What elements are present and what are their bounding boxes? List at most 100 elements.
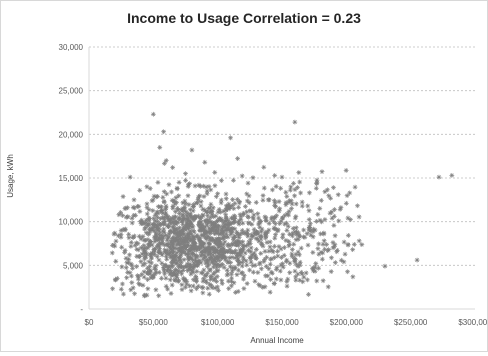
data-point bbox=[145, 202, 150, 207]
data-point bbox=[298, 191, 303, 196]
data-point bbox=[199, 270, 204, 275]
data-point bbox=[268, 262, 273, 267]
data-point bbox=[113, 259, 118, 264]
data-point bbox=[211, 221, 216, 226]
data-point bbox=[147, 230, 152, 235]
data-point bbox=[348, 217, 353, 222]
data-point bbox=[272, 236, 277, 241]
data-point bbox=[176, 279, 181, 284]
data-point bbox=[279, 278, 284, 283]
data-point bbox=[308, 233, 313, 238]
data-point bbox=[272, 198, 277, 203]
data-point bbox=[200, 290, 205, 295]
data-point bbox=[165, 242, 170, 247]
data-point bbox=[247, 193, 252, 198]
data-point bbox=[307, 208, 312, 213]
data-point bbox=[142, 275, 147, 280]
data-point bbox=[232, 201, 237, 206]
data-point bbox=[179, 269, 184, 274]
data-point bbox=[273, 232, 278, 237]
data-point bbox=[314, 279, 319, 284]
data-point bbox=[224, 192, 229, 197]
data-point bbox=[177, 258, 182, 263]
data-point bbox=[162, 200, 167, 205]
data-point bbox=[196, 245, 201, 250]
data-point bbox=[180, 219, 185, 224]
x-axis-label: Annual Income bbox=[250, 336, 304, 345]
data-point bbox=[347, 191, 352, 196]
data-point bbox=[277, 208, 282, 213]
data-point bbox=[274, 227, 279, 232]
data-point bbox=[174, 272, 179, 277]
data-point bbox=[262, 186, 267, 191]
data-point bbox=[237, 222, 242, 227]
data-point bbox=[173, 237, 178, 242]
data-point bbox=[241, 212, 246, 217]
data-point bbox=[119, 287, 124, 292]
data-point bbox=[141, 246, 146, 251]
data-point bbox=[350, 247, 355, 252]
data-point bbox=[280, 175, 285, 180]
data-point bbox=[319, 198, 324, 203]
data-point bbox=[285, 228, 290, 233]
data-point bbox=[230, 255, 235, 260]
data-point bbox=[268, 290, 273, 295]
data-point bbox=[155, 215, 160, 220]
data-point bbox=[246, 240, 251, 245]
data-point bbox=[112, 244, 117, 249]
data-point bbox=[112, 231, 117, 236]
data-point bbox=[316, 246, 321, 251]
data-point bbox=[136, 247, 141, 252]
data-point bbox=[249, 255, 254, 260]
data-point bbox=[328, 211, 333, 216]
data-point bbox=[254, 231, 259, 236]
data-point bbox=[202, 233, 207, 238]
data-point bbox=[318, 231, 323, 236]
data-point bbox=[121, 194, 126, 199]
data-point bbox=[133, 243, 138, 248]
data-point bbox=[294, 237, 299, 242]
x-tick-label: $50,000 bbox=[139, 318, 168, 327]
data-point bbox=[186, 223, 191, 228]
data-point bbox=[333, 260, 338, 265]
data-point bbox=[357, 238, 362, 243]
data-point bbox=[202, 160, 207, 165]
data-point bbox=[159, 251, 164, 256]
data-point bbox=[346, 243, 351, 248]
data-point bbox=[225, 268, 230, 273]
x-tick-label: $200,000 bbox=[330, 318, 364, 327]
data-point bbox=[228, 135, 233, 140]
data-point bbox=[268, 277, 273, 282]
data-point bbox=[318, 218, 323, 223]
data-point bbox=[121, 292, 126, 297]
data-point bbox=[169, 190, 174, 195]
data-point bbox=[209, 255, 214, 260]
data-point bbox=[296, 264, 301, 269]
data-point bbox=[143, 238, 148, 243]
data-point bbox=[329, 269, 334, 274]
data-point bbox=[260, 227, 265, 232]
data-point bbox=[305, 204, 310, 209]
scatter-chart: Income to Usage Correlation = 0.23 Annua… bbox=[1, 1, 487, 351]
data-point bbox=[171, 224, 176, 229]
data-point bbox=[189, 232, 194, 237]
data-point bbox=[138, 219, 143, 224]
data-point bbox=[323, 189, 328, 194]
data-point bbox=[267, 221, 272, 226]
data-point bbox=[284, 194, 289, 199]
data-point bbox=[165, 238, 170, 243]
data-point bbox=[240, 260, 245, 265]
data-point bbox=[205, 213, 210, 218]
data-point bbox=[209, 228, 214, 233]
data-point bbox=[151, 273, 156, 278]
data-point bbox=[235, 255, 240, 260]
data-point bbox=[182, 257, 187, 262]
data-point bbox=[253, 263, 258, 268]
data-point bbox=[333, 233, 338, 238]
data-point bbox=[307, 227, 312, 232]
data-point bbox=[282, 253, 287, 258]
data-point bbox=[320, 257, 325, 262]
data-point bbox=[359, 242, 364, 247]
data-point bbox=[291, 181, 296, 186]
data-point bbox=[290, 247, 295, 252]
